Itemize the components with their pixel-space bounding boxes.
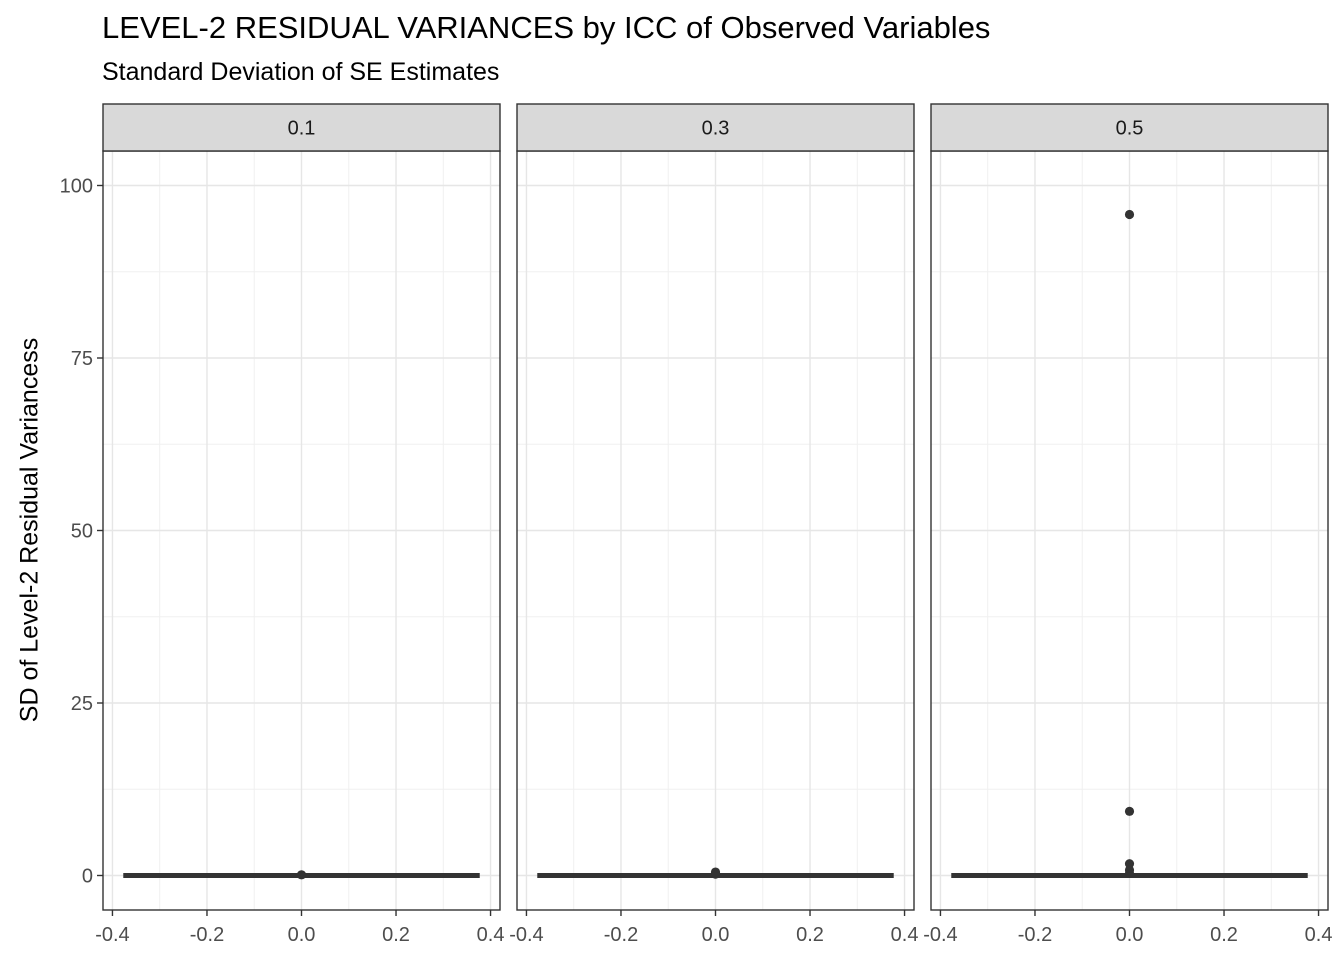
y-tick-label: 75 [71, 348, 93, 370]
x-tick-label: -0.4 [509, 924, 543, 946]
x-tick-label: 0.0 [702, 924, 730, 946]
x-tick-label: 0.0 [288, 924, 316, 946]
outlier-point [296, 870, 307, 880]
facet-label: 0.1 [288, 118, 316, 140]
x-tick-label: -0.2 [604, 924, 638, 946]
x-tick-label: -0.4 [923, 924, 957, 946]
x-tick-label: 0.2 [1210, 924, 1238, 946]
facet-label: 0.5 [1116, 118, 1144, 140]
outlier-point [1124, 806, 1135, 816]
facet-strip [102, 103, 501, 152]
outlier-point [1124, 868, 1135, 879]
x-tick-label: 0.2 [796, 924, 824, 946]
x-tick-label: 0.2 [382, 924, 410, 946]
y-tick-label: 100 [60, 176, 93, 198]
x-tick-label: 0.4 [1305, 924, 1333, 946]
x-tick-label: 0.0 [1116, 924, 1144, 946]
facet-strip [516, 103, 915, 152]
chart-title: LEVEL-2 RESIDUAL VARIANCES by ICC of Obs… [102, 10, 991, 45]
outlier-point [1124, 209, 1135, 220]
x-tick-label: 0.4 [891, 924, 919, 946]
x-tick-label: -0.2 [190, 924, 224, 946]
y-tick-label: 0 [82, 866, 93, 888]
facet-label: 0.3 [702, 118, 730, 140]
y-tick-label: 50 [71, 521, 93, 543]
facet-strip [930, 103, 1329, 152]
x-tick-label: -0.2 [1018, 924, 1052, 946]
outlier-point [710, 867, 721, 877]
chart-subtitle: Standard Deviation of SE Estimates [102, 58, 500, 86]
x-tick-label: 0.4 [477, 924, 505, 946]
y-tick-label: 25 [71, 693, 93, 715]
x-tick-label: -0.4 [95, 924, 129, 946]
